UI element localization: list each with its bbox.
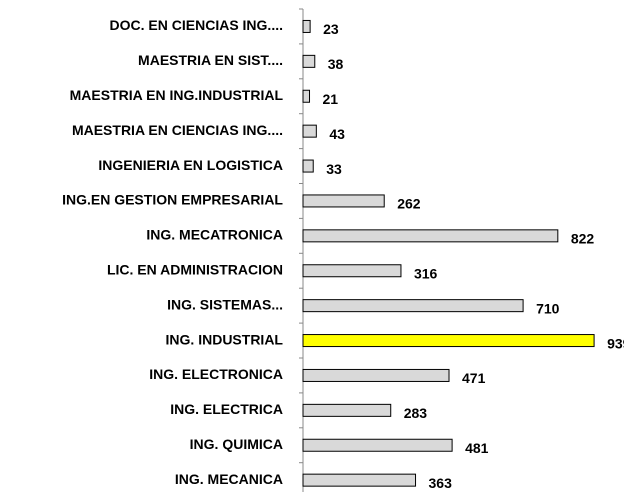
value-label: 471 — [462, 370, 486, 386]
value-label: 710 — [536, 300, 560, 316]
category-label: INGENIERIA EN LOGISTICA — [98, 157, 283, 173]
category-label: DOC. EN CIENCIAS ING.... — [110, 17, 283, 33]
category-label: ING. SISTEMAS... — [167, 296, 283, 312]
bar — [302, 229, 559, 243]
category-label: MAESTRIA EN CIENCIAS ING.... — [72, 122, 283, 138]
value-label: 481 — [465, 440, 489, 456]
value-label: 316 — [414, 265, 438, 281]
category-label: ING.EN GESTION EMPRESARIAL — [62, 192, 283, 208]
bar — [302, 438, 453, 452]
bar — [302, 89, 311, 103]
value-label: 939 — [607, 335, 624, 351]
category-label: MAESTRIA EN SIST.... — [138, 52, 283, 68]
bar — [302, 403, 392, 417]
value-label: 23 — [323, 21, 339, 37]
value-label: 363 — [429, 475, 453, 491]
category-label: MAESTRIA EN ING.INDUSTRIAL — [70, 87, 284, 103]
value-label: 33 — [326, 161, 342, 177]
bar — [302, 264, 402, 278]
bar — [302, 299, 524, 313]
category-label: LIC. EN ADMINISTRACION — [107, 261, 283, 277]
bar — [302, 473, 417, 487]
value-label: 43 — [329, 126, 345, 142]
bar — [302, 159, 314, 173]
category-label: ING. QUIMICA — [190, 436, 283, 452]
category-label: ING. ELECTRICA — [170, 401, 283, 417]
value-label: 822 — [571, 231, 595, 247]
category-label: ING. INDUSTRIAL — [166, 331, 284, 347]
value-label: 262 — [397, 196, 421, 212]
category-label: ING. MECANICA — [175, 471, 283, 487]
bar — [302, 54, 316, 68]
bar — [302, 368, 450, 382]
value-label: 21 — [323, 91, 339, 107]
bar — [302, 19, 311, 33]
value-label: 38 — [328, 56, 344, 72]
value-label: 283 — [404, 405, 428, 421]
bar — [302, 194, 385, 208]
category-label: ING. ELECTRONICA — [149, 366, 283, 382]
category-label: ING. MECATRONICA — [146, 227, 283, 243]
bar — [302, 334, 595, 348]
bar — [302, 124, 317, 138]
